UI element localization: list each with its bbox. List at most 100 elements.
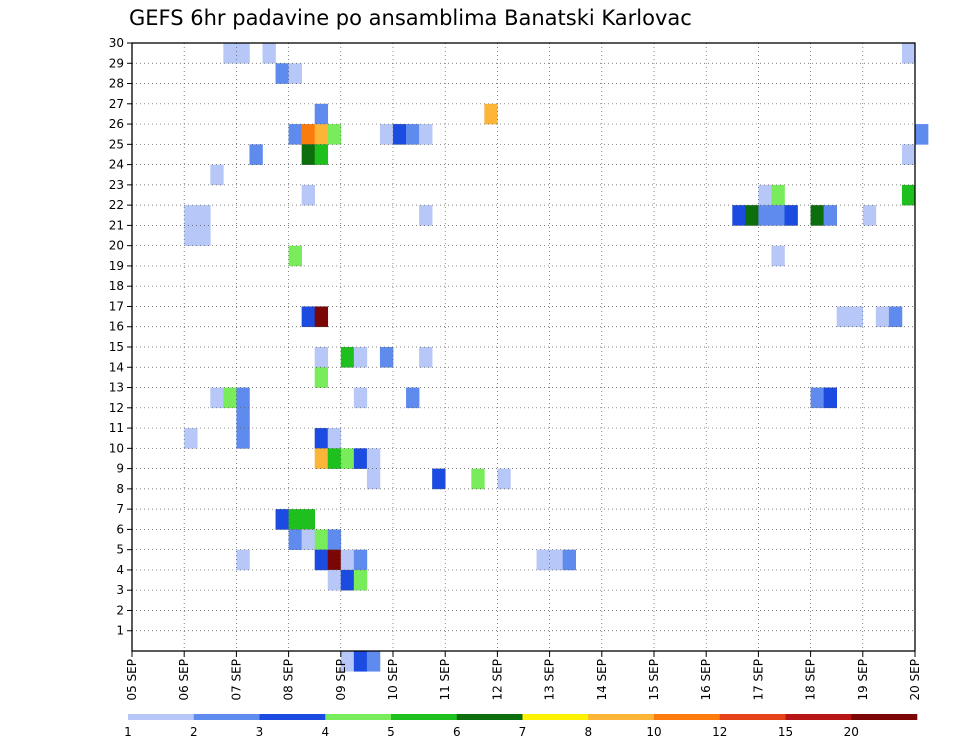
heatmap-cell bbox=[810, 387, 824, 409]
y-tick-label: 28 bbox=[109, 77, 124, 91]
y-tick-label: 24 bbox=[109, 158, 124, 172]
heatmap-cell bbox=[419, 205, 433, 226]
colorbar-swatch bbox=[193, 714, 260, 720]
y-tick-label: 13 bbox=[109, 381, 124, 395]
colorbar-label: 8 bbox=[584, 725, 592, 739]
heatmap-cell bbox=[314, 347, 329, 368]
x-tick-label: 14 SEP bbox=[595, 659, 609, 701]
y-tick-label: 3 bbox=[116, 583, 124, 597]
heatmap-cell bbox=[549, 549, 563, 571]
y-tick-label: 22 bbox=[109, 198, 124, 212]
heatmap-cell bbox=[366, 651, 381, 672]
colorbar-swatch bbox=[719, 714, 786, 720]
heatmap-cell bbox=[236, 43, 250, 64]
heatmap-cell bbox=[301, 509, 315, 530]
heatmap-cell bbox=[888, 306, 903, 328]
colorbar-label: 10 bbox=[646, 725, 661, 739]
heatmap-cell bbox=[901, 144, 916, 165]
x-tick-label: 17 SEP bbox=[751, 659, 765, 701]
heatmap-cell bbox=[758, 205, 772, 226]
heatmap-cell bbox=[771, 184, 785, 206]
x-tick-label: 13 SEP bbox=[543, 659, 557, 701]
heatmap-cell bbox=[301, 124, 315, 145]
heatmap-cell bbox=[406, 387, 420, 409]
heatmap-cell bbox=[353, 651, 368, 672]
heatmap-cell bbox=[314, 144, 329, 165]
heatmap-cell bbox=[862, 205, 877, 226]
heatmap-cell bbox=[393, 124, 407, 145]
heatmap-cell bbox=[236, 387, 250, 409]
colorbar-swatch bbox=[588, 714, 655, 720]
heatmap-cells bbox=[184, 43, 929, 672]
y-tick-label: 10 bbox=[109, 441, 124, 455]
heatmap-cell bbox=[223, 387, 237, 409]
y-tick-label: 23 bbox=[109, 178, 124, 192]
x-tick-label: 18 SEP bbox=[804, 659, 818, 701]
heatmap-cell bbox=[340, 347, 355, 368]
y-tick-label: 1 bbox=[116, 624, 124, 638]
heatmap-cell bbox=[771, 245, 785, 267]
heatmap-cell bbox=[327, 124, 342, 145]
y-tick-label: 27 bbox=[109, 97, 124, 111]
heatmap-cell bbox=[184, 205, 198, 226]
colorbar-label: 6 bbox=[453, 725, 461, 739]
x-tick-label: 12 SEP bbox=[490, 659, 504, 701]
heatmap-cell bbox=[353, 347, 368, 368]
y-tick-label: 7 bbox=[116, 502, 124, 516]
y-tick-label: 5 bbox=[116, 543, 124, 557]
heatmap-cell bbox=[184, 428, 198, 449]
colorbar-swatch bbox=[456, 714, 523, 720]
heatmap-cell bbox=[262, 43, 276, 64]
heatmap-cell bbox=[497, 468, 511, 490]
x-tick-label: 10 SEP bbox=[386, 659, 400, 701]
x-tick-label: 15 SEP bbox=[647, 659, 661, 701]
heatmap-cell bbox=[784, 205, 798, 226]
heatmap-cell bbox=[249, 144, 263, 165]
colorbar-label: 4 bbox=[321, 725, 329, 739]
heatmap-cell bbox=[288, 529, 302, 550]
colorbar-label: 5 bbox=[387, 725, 395, 739]
heatmap-cell bbox=[288, 509, 302, 530]
heatmap-cell bbox=[301, 184, 315, 206]
x-tick-label: 09 SEP bbox=[334, 659, 348, 701]
heatmap-cell bbox=[327, 569, 342, 591]
x-tick-label: 07 SEP bbox=[229, 659, 243, 701]
y-tick-label: 4 bbox=[116, 563, 124, 577]
axes: 1234567891011121314151617181920212223242… bbox=[109, 36, 922, 701]
heatmap-cell bbox=[379, 124, 394, 145]
x-tick-label: 08 SEP bbox=[282, 659, 296, 701]
colorbar-swatch bbox=[259, 714, 326, 720]
grid-lines bbox=[132, 43, 915, 651]
heatmap-cell bbox=[314, 529, 329, 550]
heatmap-cell bbox=[379, 347, 394, 368]
heatmap-cell bbox=[536, 549, 550, 571]
heatmap-cell bbox=[810, 205, 824, 226]
heatmap-cell bbox=[406, 124, 420, 145]
colorbar-label: 2 bbox=[190, 725, 198, 739]
colorbar-swatch bbox=[391, 714, 458, 720]
heatmap-cell bbox=[758, 184, 772, 206]
heatmap-cell bbox=[353, 549, 368, 571]
colorbar-swatch bbox=[851, 714, 918, 720]
colorbar-swatch bbox=[128, 714, 195, 720]
heatmap-cell bbox=[301, 529, 315, 550]
heatmap-cell bbox=[340, 569, 355, 591]
heatmap-cell bbox=[197, 225, 211, 246]
y-tick-label: 8 bbox=[116, 482, 124, 496]
heatmap-cell bbox=[197, 205, 211, 226]
x-tick-label: 19 SEP bbox=[856, 659, 870, 701]
y-tick-label: 20 bbox=[109, 239, 124, 253]
heatmap-cell bbox=[419, 124, 433, 145]
y-tick-label: 15 bbox=[109, 340, 124, 354]
heatmap-cell bbox=[327, 529, 342, 550]
heatmap-cell bbox=[314, 367, 329, 388]
heatmap-cell bbox=[484, 103, 498, 125]
heatmap-cell bbox=[314, 428, 329, 449]
heatmap-cell bbox=[901, 43, 916, 64]
heatmap-cell bbox=[340, 651, 355, 672]
heatmap-cell bbox=[327, 448, 342, 469]
x-tick-label: 20 SEP bbox=[908, 659, 922, 701]
heatmap-cell bbox=[901, 184, 916, 206]
heatmap-cell bbox=[471, 468, 485, 490]
